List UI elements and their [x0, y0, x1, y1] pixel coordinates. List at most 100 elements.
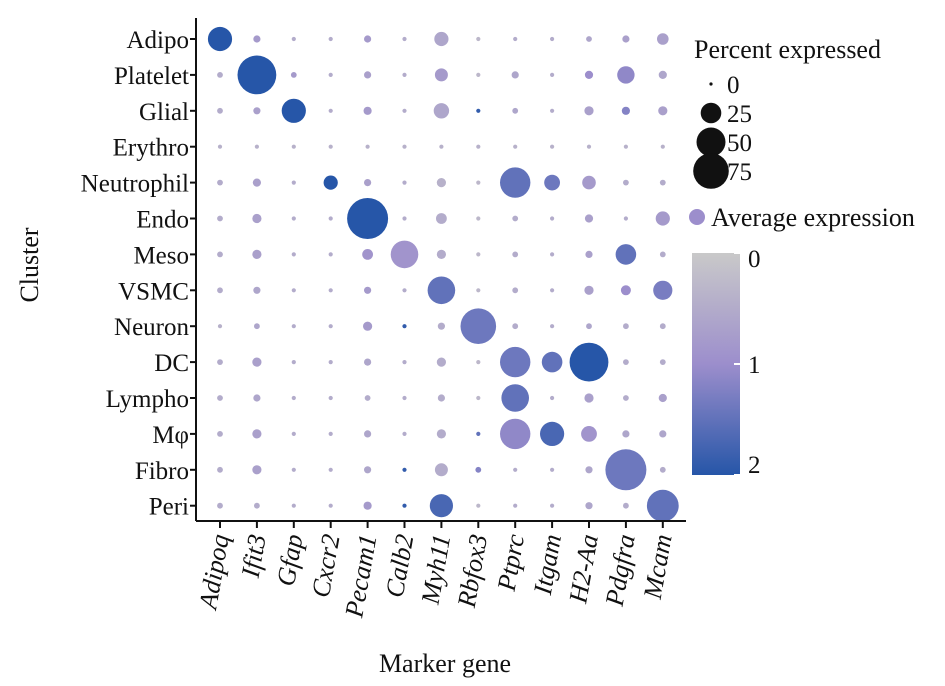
dot-vsmc-myh11 — [427, 276, 456, 305]
dot-neutrophil-gfap — [291, 180, 296, 185]
dot-platelet-ifit3 — [237, 55, 277, 95]
dot-lympho-pecam1 — [364, 395, 371, 401]
dot-neutrophil-h2aa — [582, 175, 596, 190]
dot-lympho-gfap — [291, 395, 296, 401]
dot-adipo-pdgfra — [622, 35, 630, 43]
dot-erythro-rbfox3 — [476, 144, 481, 149]
dot-m-mcam — [659, 430, 667, 438]
dot-dc-gfap — [291, 360, 296, 365]
dot-glial-calb2 — [402, 108, 407, 113]
dot-peri-itgam — [550, 503, 555, 508]
dot-vsmc-adipoq — [217, 287, 223, 294]
dot-platelet-rbfox3 — [476, 72, 481, 77]
dot-adipo-pecam1 — [364, 35, 372, 43]
x-tick-label: Ptprc — [492, 532, 531, 594]
dot-m-pecam1 — [364, 430, 372, 438]
dot-erythro-adipoq — [217, 144, 223, 149]
y-tick-label: Endo — [136, 207, 189, 234]
dot-vsmc-h2aa — [584, 285, 594, 295]
dot-vsmc-mcam — [653, 280, 673, 300]
y-tick-label: Adipo — [127, 27, 190, 54]
size-legend-dot — [709, 82, 713, 86]
dot-meso-rbfox3 — [476, 252, 481, 257]
dot-meso-ifit3 — [252, 249, 262, 259]
dot-peri-cxcr2 — [328, 503, 333, 508]
color-legend-key-dot — [689, 209, 705, 225]
x-tick-label: Gfap — [271, 532, 309, 588]
color-scale-label: 1 — [748, 352, 761, 379]
dot-dc-ifit3 — [252, 357, 262, 367]
dot-adipo-ptprc — [513, 36, 518, 42]
dot-dc-ptprc — [500, 346, 531, 378]
dot-adipo-rbfox3 — [476, 36, 481, 42]
x-tick-label: Adipoq — [193, 532, 235, 613]
dot-lympho-cxcr2 — [328, 395, 333, 401]
dot-platelet-calb2 — [402, 72, 407, 77]
dot-m-rbfox3 — [476, 431, 481, 436]
dot-dc-pdgfra — [623, 359, 629, 365]
dot-fibro-gfap — [291, 467, 296, 472]
dot-vsmc-calb2 — [402, 288, 407, 293]
dot-endo-rbfox3 — [476, 216, 481, 221]
dot-neuron-rbfox3 — [460, 308, 497, 345]
dot-erythro-mcam — [660, 144, 665, 149]
dot-meso-pecam1 — [362, 249, 373, 260]
dot-neutrophil-ptprc — [500, 167, 531, 198]
dot-vsmc-ifit3 — [253, 286, 261, 294]
dot-neutrophil-rbfox3 — [476, 180, 481, 185]
dot-platelet-myh11 — [434, 68, 448, 82]
dot-fibro-cxcr2 — [328, 467, 333, 472]
dot-endo-itgam — [550, 216, 555, 221]
size-legend-dot — [696, 127, 726, 157]
dot-lympho-myh11 — [437, 394, 445, 402]
dot-adipo-calb2 — [402, 36, 407, 42]
dot-endo-adipoq — [217, 215, 223, 222]
y-tick-labels: Adipo Platelet Glial Erythro Neutrophil Endo M… — [81, 27, 196, 521]
x-tick-label: Pecam1 — [339, 532, 382, 620]
dot-meso-mcam — [659, 251, 666, 258]
dot-neuron-pecam1 — [363, 321, 373, 331]
dot-lympho-ptprc — [501, 384, 529, 412]
dot-dc-myh11 — [436, 357, 446, 367]
size-legend-title: Percent expressed — [694, 35, 881, 64]
dot-glial-gfap — [281, 98, 306, 123]
dot-neuron-adipoq — [217, 324, 223, 329]
dot-platelet-pecam1 — [364, 71, 372, 79]
dot-fibro-pdgfra — [605, 449, 647, 491]
dot-platelet-pdgfra — [617, 66, 635, 84]
dot-erythro-pecam1 — [365, 144, 370, 149]
dot-glial-myh11 — [433, 103, 450, 119]
dot-endo-ifit3 — [252, 213, 262, 224]
x-tick-label: Rbfox3 — [452, 532, 494, 611]
dot-meso-ptprc — [512, 251, 519, 258]
dot-m-cxcr2 — [328, 431, 333, 436]
dot-m-calb2 — [402, 431, 407, 436]
dot-adipo-cxcr2 — [328, 36, 333, 42]
color-scale-bar — [692, 253, 740, 475]
dot-endo-pdgfra — [623, 216, 629, 221]
dot-neuron-myh11 — [437, 322, 445, 330]
x-tick-label: Ifit3 — [236, 532, 272, 581]
dot-peri-ptprc — [513, 503, 518, 508]
dot-neuron-ptprc — [512, 323, 519, 330]
x-tick-label: H2-Aa — [563, 532, 604, 606]
dot-adipo-mcam — [657, 33, 669, 45]
y-tick-label: Mφ — [152, 422, 189, 449]
size-legend-dot — [700, 102, 722, 124]
dot-vsmc-itgam — [550, 288, 555, 293]
dot-platelet-itgam — [550, 72, 555, 77]
dot-erythro-calb2 — [402, 144, 407, 149]
x-tick-label: Itgam — [528, 532, 567, 598]
dot-endo-ptprc — [512, 215, 519, 222]
dot-glial-itgam — [550, 108, 555, 113]
dot-meso-cxcr2 — [328, 252, 333, 257]
dot-endo-myh11 — [436, 213, 447, 224]
dot-lympho-itgam — [550, 395, 555, 401]
dot-fibro-rbfox3 — [475, 466, 482, 473]
dot-glial-cxcr2 — [328, 108, 333, 113]
dot-dc-h2aa — [569, 342, 609, 382]
dot-peri-mcam — [646, 489, 679, 522]
